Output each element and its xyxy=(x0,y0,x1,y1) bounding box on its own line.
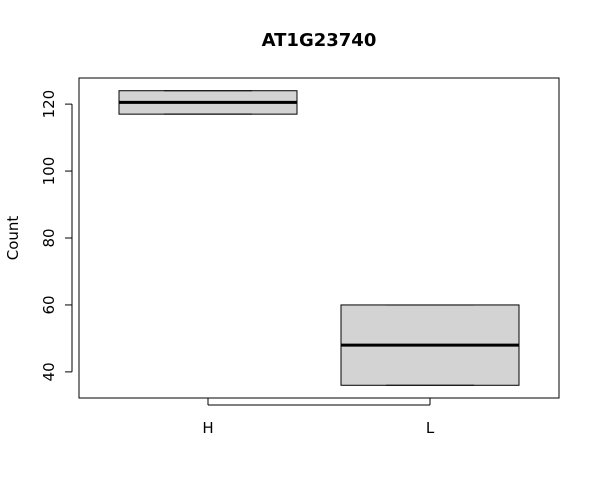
y-tick-label: 100 xyxy=(40,157,58,186)
plot-frame xyxy=(78,77,560,399)
box-L xyxy=(340,304,520,386)
box-series xyxy=(118,90,520,386)
x-tick-label: H xyxy=(202,419,213,437)
y-axis: 40 60 80 100 120 xyxy=(40,90,73,381)
x-tick-label: L xyxy=(426,419,435,437)
y-axis-label: Count xyxy=(4,216,22,261)
chart-title: AT1G23740 xyxy=(262,30,377,51)
y-tick-label: 40 xyxy=(40,362,58,381)
y-tick-label: 120 xyxy=(40,90,58,119)
y-tick-label: 60 xyxy=(40,295,58,314)
box-H xyxy=(118,90,298,115)
y-tick-label: 80 xyxy=(40,228,58,247)
